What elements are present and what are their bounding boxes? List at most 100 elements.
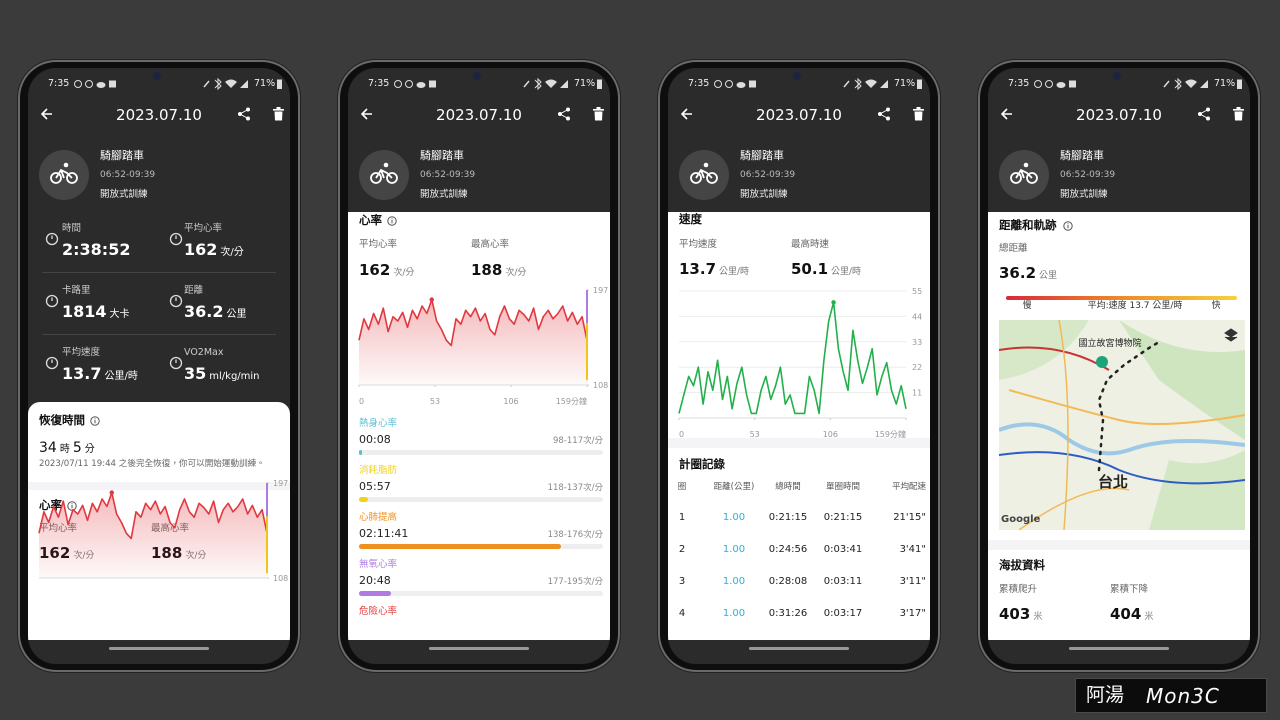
avg-speed-value: 13.7: [679, 259, 717, 278]
section-divider: [28, 482, 290, 490]
laps-cell: 0:24:56: [768, 543, 808, 555]
status-icons-right: [523, 78, 568, 90]
share-button[interactable]: [237, 107, 251, 121]
y-tick-label: 22: [912, 363, 922, 372]
watermark-name: 阿湯: [1086, 684, 1125, 707]
stat-label: 平均心率: [184, 223, 223, 235]
stat-value: 35: [184, 363, 207, 383]
stat-icon: [169, 356, 183, 370]
screen: 7:35 71% 2023.07.10 騎腳踏車 06:52-09:39 開放式訓練 距離和…: [988, 68, 1250, 664]
stat: 13.7 公里/時: [62, 364, 138, 383]
chart: 108 197: [38, 479, 288, 583]
back-button[interactable]: [40, 107, 54, 121]
max-speed: 50.1 公里/時: [791, 259, 861, 278]
laps-cell: 21'15": [893, 511, 926, 523]
stat-value: 13.7: [62, 363, 102, 383]
phone: 7:35 71% 2023.07.10 騎腳踏車 06:52-09:39 開放式訓練 時間 2…: [18, 60, 300, 672]
nav-handle: [429, 647, 529, 650]
legend-average: 平均:速度 13.7 公里/時: [1087, 301, 1183, 312]
back-button[interactable]: [1000, 107, 1014, 121]
activity-avatar: [999, 150, 1049, 200]
zone-track: [359, 450, 603, 455]
recovery-minutes: 5: [72, 440, 82, 456]
activity-time-range: 06:52-09:39: [740, 170, 796, 181]
max-speed-label: 最高時速: [791, 239, 830, 251]
stat-label: 時間: [62, 223, 82, 235]
activity-avatar: [679, 150, 729, 200]
line-series: [358, 298, 588, 347]
zone-name: 熱身心率: [359, 418, 398, 430]
delete-button[interactable]: [593, 107, 605, 121]
stat-unit: 大卡: [109, 308, 130, 320]
x-tick-label: 53: [430, 397, 440, 406]
stat-label: 距離: [184, 285, 204, 297]
content-panel: 距離和軌跡 總距離 36.2 公里慢 平均:速度 13.7 公里/時 快國立故宮博物院 台北…: [988, 212, 1250, 640]
screen: 7:35 71% 2023.07.10 騎腳踏車 06:52-09:39 開放式訓練 時間 2…: [28, 68, 290, 664]
descent-label: 累積下降: [1110, 584, 1149, 596]
avg-hr-value: 162: [359, 260, 391, 279]
stat: 162 次/分: [184, 240, 244, 259]
max-point: [831, 300, 836, 305]
activity-mode: 開放式訓練: [1060, 189, 1108, 201]
zone-name: 無氧心率: [359, 559, 398, 571]
stat: 2:38:52: [62, 240, 130, 259]
separator: [42, 272, 276, 273]
zone-time: 05:57: [359, 480, 391, 494]
y-tick-label: 44: [912, 312, 922, 321]
zone-bar: [359, 544, 562, 549]
bike-icon: [1010, 162, 1038, 184]
nav-handle: [749, 647, 849, 650]
laps-cell: 3'17": [899, 607, 926, 619]
total-distance: 36.2 公里: [999, 263, 1057, 282]
delete-button[interactable]: [913, 107, 925, 121]
y-tick-label: 108: [273, 574, 288, 583]
ascent-label: 累積爬升: [999, 584, 1038, 596]
status-battery: 71%: [1214, 78, 1236, 90]
back-button[interactable]: [680, 107, 694, 121]
section-divider: [668, 438, 930, 448]
max-hr-unit: 次/分: [505, 267, 527, 278]
delete-button[interactable]: [273, 107, 285, 121]
share-button[interactable]: [557, 107, 571, 121]
activity-avatar: [39, 150, 89, 200]
nav-handle: [1069, 647, 1169, 650]
ascent-unit: 米: [1033, 611, 1043, 622]
heart-rate-title: 心率: [359, 212, 382, 227]
delete-button[interactable]: [1233, 107, 1245, 121]
activity-name: 騎腳踏車: [740, 149, 784, 163]
share-button[interactable]: [1197, 107, 1211, 121]
zone-bar: [359, 497, 369, 502]
header-date: 2023.07.10: [756, 105, 842, 124]
recovery-note: 2023/07/11 19:44 之後完全恢復，你可以開始運動訓練。: [39, 458, 265, 469]
ascent: 403 米: [999, 604, 1042, 623]
laps-cell: 2: [678, 543, 686, 555]
laps-cell: 3'11": [899, 575, 926, 587]
status-time: 7:35: [1008, 78, 1030, 90]
bike-icon: [690, 162, 718, 184]
speed-gradient: [1006, 296, 1237, 300]
activity-mode: 開放式訓練: [420, 189, 468, 201]
stat-unit: 公里: [226, 308, 247, 320]
laps-cell: 0:21:15: [768, 511, 808, 523]
stat-label: 平均速度: [62, 347, 101, 359]
status-icons-left: [1034, 80, 1076, 88]
y-tick-label: 11: [912, 389, 922, 398]
front-camera: [153, 72, 161, 80]
share-button[interactable]: [877, 107, 891, 121]
laps-cell: 1.00: [722, 543, 746, 555]
watermark-brand: Mon3C: [1146, 683, 1220, 708]
zone-track: [359, 497, 603, 502]
stat-value: 2:38:52: [62, 239, 131, 259]
nav-handle: [109, 647, 209, 650]
back-button[interactable]: [360, 107, 374, 121]
screen: 7:35 71% 2023.07.10 騎腳踏車 06:52-09:39 開放式訓練 速度平…: [668, 68, 930, 664]
laps-cell: 4: [678, 607, 686, 619]
status-icons-left: [74, 80, 116, 88]
status-time: 7:35: [368, 78, 390, 90]
x-tick-label: 159分鐘: [556, 396, 587, 406]
content-panel: 速度 平均速度 最高時速 13.7 公里/時 50.1 公里/時 11 22 33 44 55 0 53 1…: [668, 212, 930, 640]
front-camera: [793, 72, 801, 80]
avg-hr-label: 平均心率: [359, 239, 398, 251]
